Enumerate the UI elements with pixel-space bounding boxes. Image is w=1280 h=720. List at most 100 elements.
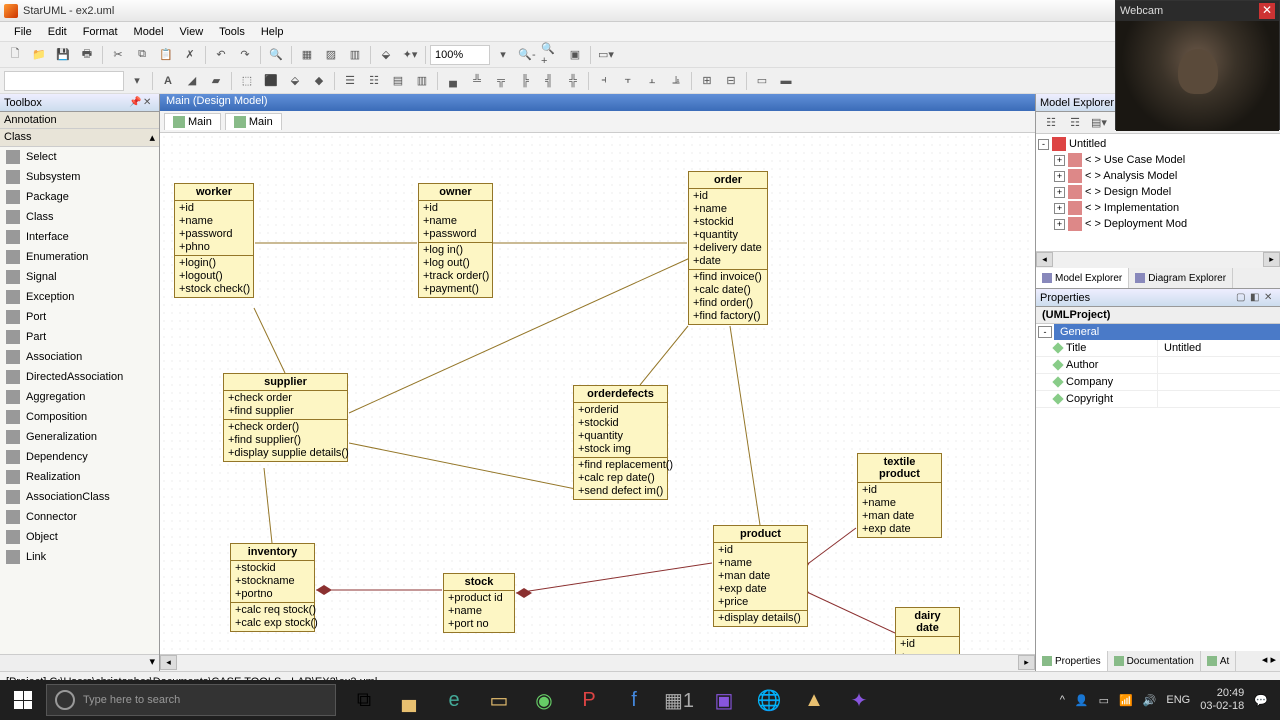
- annotation-section[interactable]: Annotation: [0, 112, 159, 129]
- tool-link[interactable]: Link: [0, 547, 159, 567]
- canvas-hscroll[interactable]: ◂ ▸: [160, 654, 1035, 671]
- scroll-right-icon[interactable]: ▸: [1018, 655, 1035, 670]
- p1-icon[interactable]: ▢: [1236, 292, 1248, 304]
- menu-view[interactable]: View: [172, 24, 212, 40]
- zoom-down-icon[interactable]: ▾: [492, 44, 514, 66]
- tool-subsystem[interactable]: Subsystem: [0, 167, 159, 187]
- prop-author[interactable]: Author: [1036, 357, 1280, 374]
- tool-select[interactable]: Select: [0, 147, 159, 167]
- store-icon[interactable]: ▭: [477, 680, 521, 720]
- props-tab-2[interactable]: At: [1201, 651, 1236, 671]
- tool-generalization[interactable]: Generalization: [0, 427, 159, 447]
- tab-0[interactable]: Main: [164, 113, 221, 130]
- taskbar-search[interactable]: Type here to search: [46, 684, 336, 716]
- props-tabs-nav[interactable]: ◂ ▸: [1258, 651, 1280, 671]
- scroll-left-icon[interactable]: ◂: [160, 655, 177, 670]
- g1-icon[interactable]: ⊞: [696, 70, 718, 92]
- al1-icon[interactable]: ▄: [442, 70, 464, 92]
- cut-icon[interactable]: ✂: [107, 44, 129, 66]
- al2-icon[interactable]: ╩: [466, 70, 488, 92]
- prop-copyright[interactable]: Copyright: [1036, 391, 1280, 408]
- f2-icon[interactable]: ⬛: [260, 70, 282, 92]
- menu-model[interactable]: Model: [126, 24, 172, 40]
- filter-icon[interactable]: ▤▾: [1088, 112, 1110, 134]
- class-textile[interactable]: textile product+id+name+man date+exp dat…: [857, 453, 942, 538]
- f4-icon[interactable]: ◆: [308, 70, 330, 92]
- sort1-icon[interactable]: ☷: [1040, 112, 1062, 134]
- start-button[interactable]: [2, 680, 44, 720]
- pin-icon[interactable]: 📌: [129, 97, 141, 109]
- tool-associationclass[interactable]: AssociationClass: [0, 487, 159, 507]
- print-icon[interactable]: 🖶: [76, 44, 98, 66]
- volume-icon[interactable]: 🔊: [1143, 694, 1157, 707]
- zoom-field[interactable]: 100%: [430, 45, 490, 65]
- tray-up-icon[interactable]: ^: [1060, 694, 1065, 706]
- tool-d-icon[interactable]: ⬙: [375, 44, 397, 66]
- p-close-icon[interactable]: ✕: [1264, 292, 1276, 304]
- menu-format[interactable]: Format: [75, 24, 126, 40]
- battery-icon[interactable]: ▭: [1099, 694, 1109, 707]
- cal-icon[interactable]: ▦1: [657, 680, 701, 720]
- class-orderdefects[interactable]: orderdefects+orderid+stockid+quantity+st…: [573, 385, 668, 500]
- prop-title[interactable]: TitleUntitled: [1036, 340, 1280, 357]
- tool-exception[interactable]: Exception: [0, 287, 159, 307]
- al5-icon[interactable]: ╣: [538, 70, 560, 92]
- menu-help[interactable]: Help: [253, 24, 292, 40]
- tool-enumeration[interactable]: Enumeration: [0, 247, 159, 267]
- diagram-canvas[interactable]: worker+id+name+password+phno+login()+log…: [160, 133, 1035, 654]
- app1-icon[interactable]: ◉: [522, 680, 566, 720]
- tool-signal[interactable]: Signal: [0, 267, 159, 287]
- tool-a-icon[interactable]: ▦: [296, 44, 318, 66]
- explorer-icon[interactable]: ▄: [387, 680, 431, 720]
- tool-f-icon[interactable]: ▭▾: [595, 44, 617, 66]
- tree-root[interactable]: - Untitled: [1038, 136, 1278, 152]
- tab-1[interactable]: Main: [225, 113, 282, 130]
- g3-icon[interactable]: ▭: [751, 70, 773, 92]
- sp4-icon[interactable]: ⫡: [665, 70, 687, 92]
- props-tab-1[interactable]: Documentation: [1108, 651, 1201, 671]
- delete-icon[interactable]: ✗: [179, 44, 201, 66]
- tool-composition[interactable]: Composition: [0, 407, 159, 427]
- tool-interface[interactable]: Interface: [0, 227, 159, 247]
- class-owner[interactable]: owner+id+name+password+log in()+log out(…: [418, 183, 493, 298]
- props-category[interactable]: General: [1054, 324, 1280, 340]
- copy-icon[interactable]: ⧉: [131, 44, 153, 66]
- p2-icon[interactable]: ◧: [1250, 292, 1262, 304]
- tool-connector[interactable]: Connector: [0, 507, 159, 527]
- f5-icon[interactable]: ☰: [339, 70, 361, 92]
- f6-icon[interactable]: ☷: [363, 70, 385, 92]
- tool-class[interactable]: Class: [0, 207, 159, 227]
- menu-file[interactable]: File: [6, 24, 40, 40]
- class-dairy[interactable]: dairy date+id+name+exp date: [895, 607, 960, 654]
- combo-down-icon[interactable]: ▾: [126, 70, 148, 92]
- tool-association[interactable]: Association: [0, 347, 159, 367]
- explorer-hscroll[interactable]: ◂▸: [1036, 251, 1280, 268]
- collapse-icon[interactable]: ▴: [149, 131, 155, 144]
- new-icon[interactable]: 🗋: [4, 44, 26, 66]
- paste-icon[interactable]: 📋: [155, 44, 177, 66]
- class-product[interactable]: product+id+name+man date+exp date+price+…: [713, 525, 808, 627]
- al4-icon[interactable]: ╠: [514, 70, 536, 92]
- tool-directedassociation[interactable]: DirectedAssociation: [0, 367, 159, 387]
- wifi-icon[interactable]: 📶: [1119, 694, 1133, 707]
- save-icon[interactable]: 💾: [52, 44, 74, 66]
- close-icon[interactable]: ✕: [143, 97, 155, 109]
- al3-icon[interactable]: ╦: [490, 70, 512, 92]
- tool-object[interactable]: Object: [0, 527, 159, 547]
- system-tray[interactable]: ^ 👤 ▭ 📶 🔊 ENG 20:4903-02-18 💬: [1050, 687, 1278, 713]
- class-stock[interactable]: stock+product id+name+port no: [443, 573, 515, 633]
- f1-icon[interactable]: ⬚: [236, 70, 258, 92]
- prop-company[interactable]: Company: [1036, 374, 1280, 391]
- class-supplier[interactable]: supplier+check order+find supplier+check…: [223, 373, 348, 462]
- tool-c-icon[interactable]: ▥: [344, 44, 366, 66]
- font-combo[interactable]: [4, 71, 124, 91]
- chrome-icon[interactable]: 🌐: [747, 680, 791, 720]
- f3-icon[interactable]: ⬙: [284, 70, 306, 92]
- tool-package[interactable]: Package: [0, 187, 159, 207]
- f7-icon[interactable]: ▤: [387, 70, 409, 92]
- menu-tools[interactable]: Tools: [211, 24, 253, 40]
- tool-realization[interactable]: Realization: [0, 467, 159, 487]
- staruml-icon[interactable]: ✦: [837, 680, 881, 720]
- color-icon[interactable]: ◢: [181, 70, 203, 92]
- undo-icon[interactable]: ↶: [210, 44, 232, 66]
